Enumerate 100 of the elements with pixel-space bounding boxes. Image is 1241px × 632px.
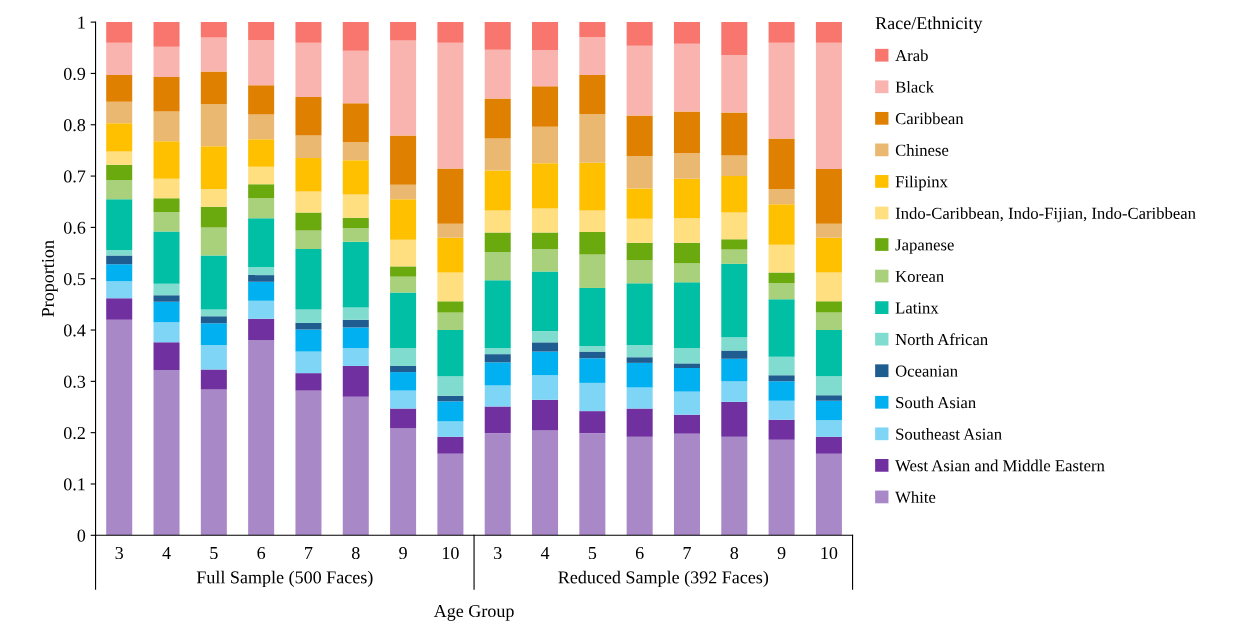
bar [390,199,417,240]
bar [673,363,700,369]
bar [153,141,180,179]
bar [390,365,417,373]
bar [437,22,464,43]
bar [673,391,700,415]
bar [484,98,511,139]
bar [626,218,653,243]
bar [532,248,559,272]
bar [390,347,417,366]
bar [673,111,700,153]
bar [532,86,559,127]
bar [721,112,748,156]
bar [295,97,322,136]
bar [390,239,417,267]
bar [342,241,369,308]
y-tick-label: 0.2 [63,426,85,440]
bar [768,439,795,536]
bar [815,223,842,238]
bar [579,411,606,434]
bar [673,347,700,364]
bar [768,204,795,245]
bar [579,74,606,114]
bar [390,22,417,41]
bar [815,330,842,377]
bar [484,138,511,171]
x-tick-label: 8 [351,546,360,560]
bar [768,244,795,273]
legend-label: Japanese [895,239,954,254]
bar [342,22,369,51]
bar [721,401,748,437]
bar [532,163,559,209]
bar [815,436,842,454]
bar [532,430,559,536]
y-tick-label: 0.7 [63,170,86,183]
bar [721,155,748,177]
y-tick-label: 0.4 [63,324,86,337]
bar [200,188,227,207]
bar [106,123,133,152]
bar [673,22,700,44]
bar [295,158,322,192]
bar [721,358,748,382]
y-tick-label: 0 [77,529,86,542]
bar [815,22,842,43]
bar [815,237,842,273]
bar [626,188,653,219]
bar [200,323,227,345]
bar [532,331,559,343]
bar [532,232,559,249]
bar [815,400,842,421]
bar [153,231,180,284]
bar [579,382,606,412]
legend-label: West Asian and Middle Eastern [895,459,1105,472]
bar [153,46,180,78]
bar [106,180,133,200]
bar [295,390,322,536]
bar [721,263,748,338]
bar [106,199,133,250]
y-tick-label: 0.5 [63,272,86,286]
bar [768,272,795,284]
legend-label: South Asian [896,396,976,409]
x-tick-label: 5 [210,547,218,560]
bar [484,170,511,211]
bar [342,50,369,104]
bar [153,295,180,302]
x-tick-label: 6 [635,546,644,560]
bar [626,362,653,388]
bar [295,135,322,159]
bar [768,419,795,440]
bar [295,373,322,391]
legend-label: Caribbean [895,112,964,125]
x-tick-label: 10 [442,546,459,560]
bar [626,357,653,363]
bar [390,276,417,293]
bar [342,160,369,195]
bar [815,453,842,536]
legend-label: Latinx [895,302,939,314]
bar [342,347,369,366]
bar [673,414,700,434]
text: Reduced Sample (392 Faces) [558,570,769,588]
bar [106,319,133,536]
legend-label: Indo-Caribbean, Indo-Fijian, Indo-Caribbean [895,207,1196,223]
bar [579,37,606,75]
bar [532,399,559,431]
bar [768,283,795,300]
bar [579,22,606,37]
bar [673,178,700,219]
bar [579,345,606,352]
bar [153,322,180,343]
bar [153,283,180,296]
bar [626,242,653,261]
bar [484,347,511,355]
bar [153,77,180,112]
bar [200,71,227,105]
bar [342,396,369,536]
bar [106,101,133,124]
legend-label: Arab [895,49,928,62]
bar [626,344,653,358]
bar [342,194,369,218]
bar [484,362,511,386]
